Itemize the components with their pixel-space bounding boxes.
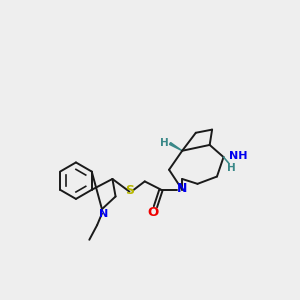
Text: H: H: [227, 163, 236, 173]
Polygon shape: [169, 142, 182, 151]
Text: NH: NH: [229, 151, 248, 161]
Text: N: N: [177, 182, 188, 195]
Text: S: S: [125, 184, 134, 197]
Text: N: N: [99, 209, 108, 219]
Text: O: O: [147, 206, 158, 218]
Text: H: H: [160, 137, 169, 148]
